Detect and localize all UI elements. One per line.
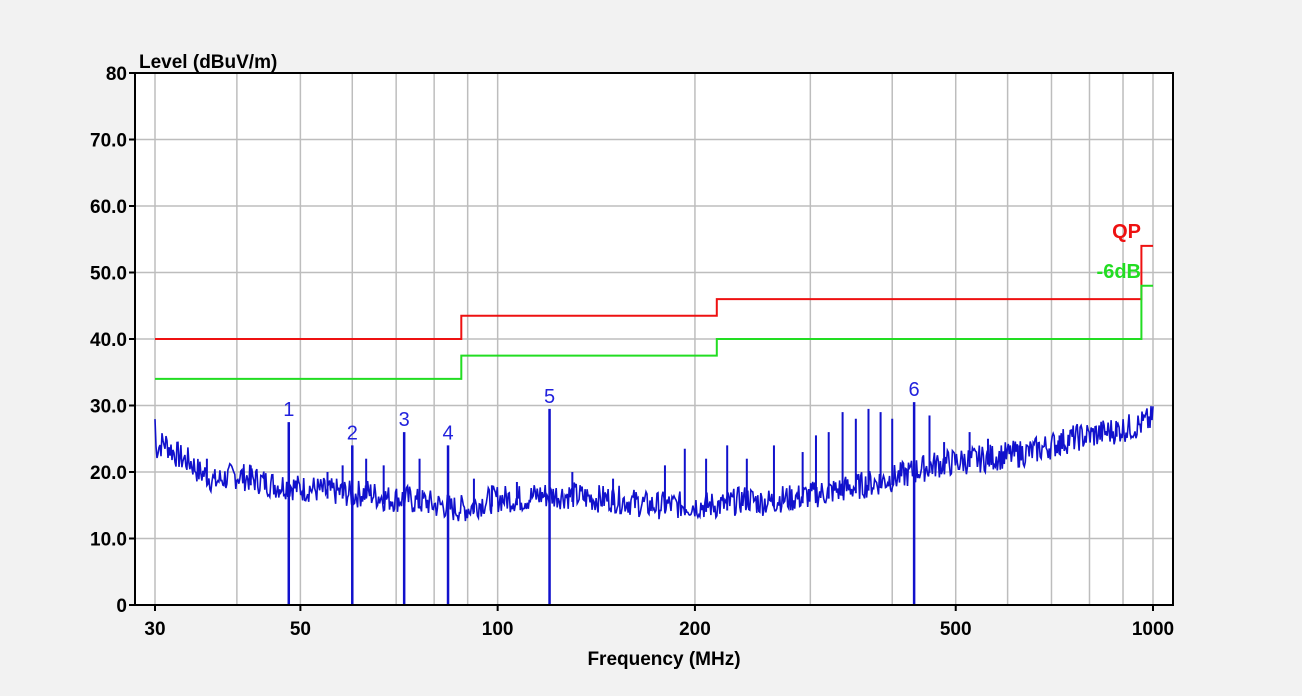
limit-line — [155, 244, 1153, 340]
y-tick-label: 80 — [106, 64, 127, 85]
x-tick-label: 100 — [482, 619, 514, 640]
peak-markers: 1 2 3 4 5 6 — [283, 379, 920, 605]
trace-line — [154, 406, 1154, 522]
x-axis-title: Frequency (MHz) — [587, 649, 740, 670]
limit-line-label: -6dB — [1097, 261, 1141, 283]
marker-label: 4 — [442, 422, 453, 444]
x-tick-label: 200 — [679, 619, 711, 640]
y-tick-label: 40.0 — [90, 330, 127, 351]
x-tick-label: 50 — [290, 619, 311, 640]
marker-label: 6 — [909, 379, 920, 401]
x-tick-label: 500 — [940, 619, 972, 640]
y-tick-label: 10.0 — [90, 530, 127, 551]
marker-label: 2 — [347, 422, 358, 444]
y-tick-label: 60.0 — [90, 197, 127, 218]
y-axis-title: Level (dBuV/m) — [139, 52, 277, 73]
y-tick-label: 0 — [116, 596, 127, 617]
x-tick-label: 1000 — [1132, 619, 1174, 640]
axis-ticks: 0 10.0 20.0 30.0 40.0 50.0 60.0 70.0 80 30 50 100 20… — [90, 64, 1174, 640]
y-tick-label: 20.0 — [90, 463, 127, 484]
y-tick-label: 30.0 — [90, 397, 127, 418]
limit-line — [155, 284, 1153, 380]
marker-label: 1 — [283, 399, 294, 421]
y-tick-label: 70.0 — [90, 131, 127, 152]
marker-label: 3 — [399, 409, 410, 431]
limit-line-label: QP — [1112, 221, 1141, 243]
measurement-trace — [154, 406, 1154, 522]
limit-lines: QP -6dB — [155, 221, 1153, 380]
y-tick-label: 50.0 — [90, 264, 127, 285]
marker-label: 5 — [544, 386, 555, 408]
x-tick-label: 30 — [144, 619, 165, 640]
